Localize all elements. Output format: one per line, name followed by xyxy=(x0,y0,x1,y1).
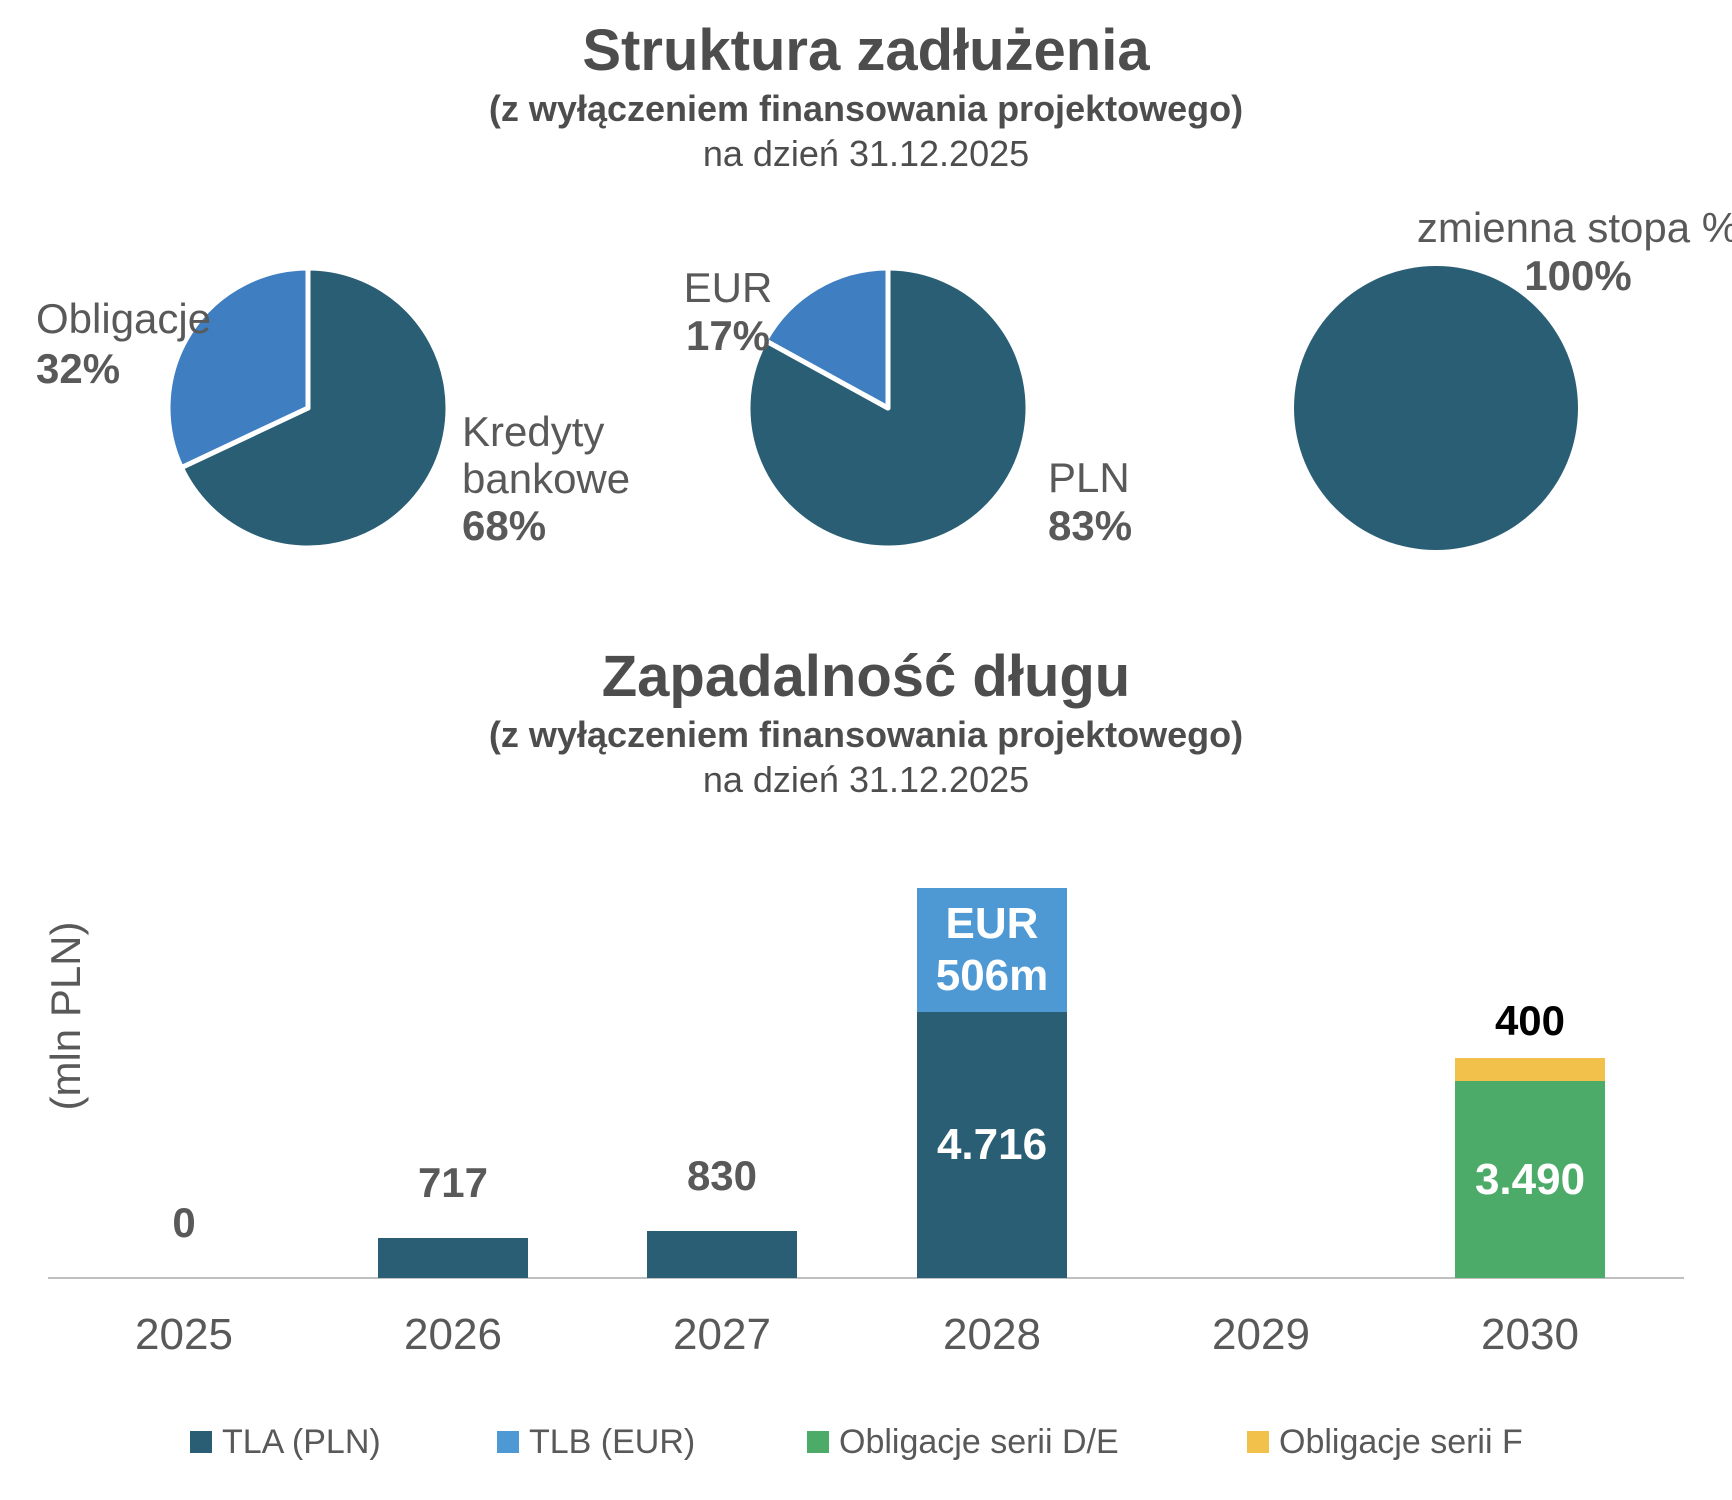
y-axis-label: (mln PLN) xyxy=(42,921,89,1111)
pie2-label-eur: EUR 17% xyxy=(658,264,798,360)
legend-label-obligacje-de: Obligacje serii D/E xyxy=(839,1422,1119,1461)
bar-segment-2028-tla-pln-: 4.716 xyxy=(917,1011,1067,1278)
legend-swatch-tla-pln xyxy=(190,1431,212,1453)
bar-segment-2026-tla-pln- xyxy=(378,1237,528,1278)
bar-segment-value-label: 3.490 xyxy=(1474,1154,1586,1204)
bar-total-label-2030: 400 xyxy=(1494,997,1566,1045)
legend-label-tla-pln: TLA (PLN) xyxy=(222,1422,381,1461)
x-axis-label-2029: 2029 xyxy=(1212,1310,1310,1359)
pie2-label-eur-name: EUR xyxy=(683,264,773,311)
legend-swatch-obligacje-de xyxy=(807,1431,829,1453)
pie2-label-eur-pct: 17% xyxy=(685,312,771,359)
bar-segment-value-label: 506m xyxy=(935,950,1049,1000)
bar-segment-value-label: EUR xyxy=(945,898,1039,948)
bottom-chart-date: na dzień 31.12.2025 xyxy=(702,758,1030,800)
bar-segment-2027-tla-pln- xyxy=(647,1231,797,1278)
pie2-label-pln: PLN 83% xyxy=(1048,454,1132,550)
legend-item-obligacje-de: Obligacje serii D/E xyxy=(807,1423,1119,1461)
x-axis-label-2026: 2026 xyxy=(404,1310,502,1359)
pie3-label-zmienna-stopa: zmienna stopa % 100% xyxy=(1378,204,1732,300)
bar-total-label-2026: 717 xyxy=(417,1158,489,1206)
bar-segment-2028-tlb-eur-: EUR 506m xyxy=(917,887,1067,1012)
legend-swatch-tlb-eur xyxy=(497,1431,519,1453)
legend-item-tlb-eur: TLB (EUR) xyxy=(497,1423,695,1461)
x-axis-label-2028: 2028 xyxy=(943,1310,1041,1359)
bar-total-label-2025: 0 xyxy=(172,1199,196,1246)
bar-segment-2030-obligacje-serii-f xyxy=(1455,1058,1605,1081)
bar-segment-2030-obligacje-serii-d-e: 3.490 xyxy=(1455,1080,1605,1278)
top-chart-date: na dzień 31.12.2025 xyxy=(702,132,1030,174)
bar-segment-value-label: 4.716 xyxy=(936,1119,1048,1169)
pie2-label-pln-name: PLN xyxy=(1048,454,1130,501)
pie1-label-kredyty-pct: 68% xyxy=(462,502,547,549)
top-chart-subtitle: (z wyłączeniem finansowania projektowego… xyxy=(488,87,1244,129)
pie1-label-kredyty-line1: Kredyty xyxy=(462,408,605,455)
legend-item-tla-pln: TLA (PLN) xyxy=(190,1423,381,1461)
pie1-label-obligacje-name: Obligacje xyxy=(36,295,212,342)
pie3-label-zmienna-pct: 100% xyxy=(1524,252,1632,299)
pie1-label-obligacje: Obligacje 32% xyxy=(36,294,211,394)
bar-total-label-2027: 830 xyxy=(686,1152,758,1200)
pie2-label-pln-pct: 83% xyxy=(1048,502,1133,549)
bottom-chart-title-block: Zapadalność długu (z wyłączeniem finanso… xyxy=(0,642,1732,802)
x-axis-label-2030: 2030 xyxy=(1481,1310,1579,1359)
x-axis-label-2025: 2025 xyxy=(135,1310,233,1359)
pie3-label-zmienna-name: zmienna stopa % xyxy=(1416,204,1732,251)
legend-item-obligacje-f: Obligacje serii F xyxy=(1247,1423,1523,1461)
pie1-label-kredyty: Kredyty bankowe 68% xyxy=(462,408,630,549)
pie1-label-obligacje-pct: 32% xyxy=(36,345,121,392)
x-axis-line xyxy=(48,1277,1684,1279)
top-chart-title: Struktura zadłużenia xyxy=(582,18,1150,83)
top-chart-title-block: Struktura zadłużenia (z wyłączeniem fina… xyxy=(0,16,1732,176)
bottom-chart-subtitle: (z wyłączeniem finansowania projektowego… xyxy=(488,713,1244,755)
pie1-label-kredyty-line2: bankowe xyxy=(462,455,631,502)
legend-label-tlb-eur: TLB (EUR) xyxy=(529,1422,696,1461)
legend-label-obligacje-f: Obligacje serii F xyxy=(1279,1422,1523,1461)
bottom-chart-title: Zapadalność długu xyxy=(601,644,1131,709)
x-axis-label-2027: 2027 xyxy=(673,1310,771,1359)
legend-swatch-obligacje-f xyxy=(1247,1431,1269,1453)
